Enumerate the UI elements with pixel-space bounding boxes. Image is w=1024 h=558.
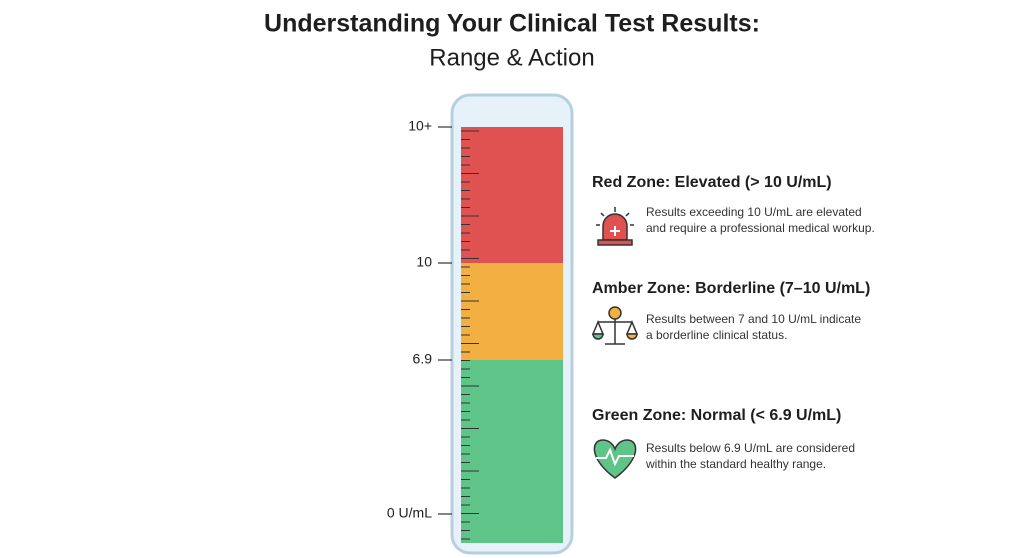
zone-heading: Amber Zone: Borderline (7–10 U/mL): [592, 280, 870, 297]
red-zone: [461, 127, 563, 264]
scale-label: 10+: [408, 118, 432, 134]
subtitle: Range & Action: [429, 44, 594, 71]
scale-label: 10: [416, 254, 432, 270]
zone-description: and require a professional medical worku…: [646, 221, 875, 235]
zone-description: Results exceeding 10 U/mL are elevated: [646, 205, 862, 219]
zone-description: within the standard healthy range.: [645, 457, 826, 471]
major-ticks: [438, 126, 452, 515]
green-zone: [461, 360, 563, 543]
scale-icon: [591, 306, 639, 345]
title: Understanding Your Clinical Test Results…: [264, 10, 760, 38]
zone-description: Results below 6.9 U/mL are considered: [646, 441, 855, 455]
tick-marks: [461, 130, 479, 540]
alarm-icon: [596, 207, 634, 246]
zone-heading: Red Zone: Elevated (> 10 U/mL): [592, 174, 832, 191]
zone-heading: Green Zone: Normal (< 6.9 U/mL): [592, 407, 841, 424]
heart-icon: [593, 439, 637, 479]
scale-label: 0 U/mL: [387, 505, 432, 521]
zone-description: a borderline clinical status.: [646, 328, 787, 342]
scale-label: 6.9: [413, 351, 433, 367]
zone-description: Results between 7 and 10 U/mL indicate: [646, 312, 861, 326]
amber-zone: [461, 263, 563, 361]
